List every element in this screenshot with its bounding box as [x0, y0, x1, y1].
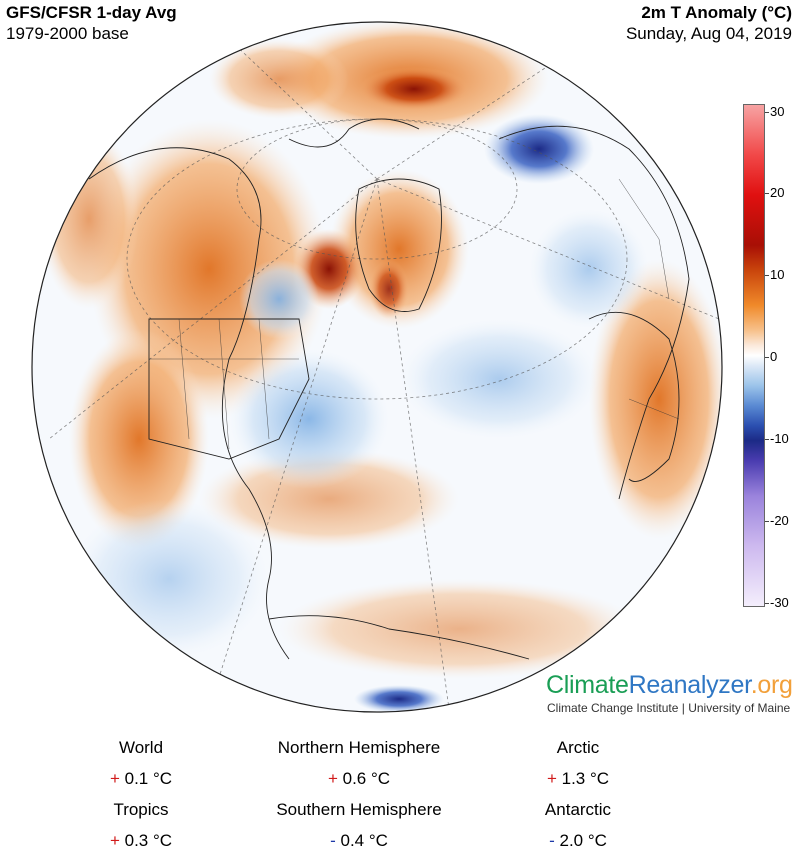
colorbar-tickmark: [765, 112, 769, 113]
colorbar-tick-label: 0: [770, 349, 778, 364]
stat-sign: +: [109, 769, 120, 788]
colorbar-tickmark: [765, 357, 769, 358]
colorbar-tick-label: -20: [770, 513, 789, 528]
stat-value-row: + 0.6 °C: [249, 769, 469, 789]
brand-part-org: .org: [750, 671, 793, 699]
colorbar-tick-label: 10: [770, 267, 785, 282]
stat-label: Northern Hemisphere: [277, 738, 441, 757]
stat-value: 0.1 °C: [124, 769, 173, 788]
stat-value: 0.6 °C: [342, 769, 391, 788]
stat-sign: +: [109, 831, 120, 850]
colorbar-tickmark: [765, 603, 769, 604]
stat-value: 1.3 °C: [561, 769, 610, 788]
stat-label: Tropics: [113, 800, 169, 819]
colorbar-tickmark: [765, 193, 769, 194]
stat-sign: +: [327, 769, 338, 788]
baseline-subtitle: 1979-2000 base: [6, 24, 129, 43]
stat-sign: +: [546, 769, 557, 788]
brand-logo[interactable]: ClimateReanalyzer.org: [546, 670, 793, 700]
stat-value: 0.3 °C: [124, 831, 173, 850]
stat-arctic: Arctic + 1.3 °C: [468, 738, 688, 789]
colorbar-tickmark: [765, 521, 769, 522]
stat-label: Arctic: [556, 738, 600, 757]
stat-value: 0.4 °C: [340, 831, 388, 850]
colorbar-tick-label: 20: [770, 185, 785, 200]
model-title: GFS/CFSR 1-day Avg: [6, 3, 177, 22]
variable-title: 2m T Anomaly (°C): [641, 3, 792, 22]
stat-tropics: Tropics + 0.3 °C: [31, 800, 251, 851]
stat-sign: -: [330, 831, 336, 850]
stat-value-row: - 2.0 °C: [468, 831, 688, 851]
colorbar-tick-label: -30: [770, 595, 789, 610]
borders: [149, 178, 680, 450]
date-subtitle: Sunday, Aug 04, 2019: [625, 24, 792, 43]
stat-northern-hemisphere: Northern Hemisphere + 0.6 °C: [249, 738, 469, 789]
colorbar-tickmark: [765, 275, 769, 276]
stat-label: Antarctic: [544, 800, 612, 819]
colorbar-tick-label: 30: [770, 104, 785, 119]
stat-sign: -: [549, 831, 555, 850]
stat-value-row: + 0.1 °C: [31, 769, 251, 789]
stat-value-row: + 1.3 °C: [468, 769, 688, 789]
stat-value: 2.0 °C: [559, 831, 607, 850]
colorbar-tickmark: [765, 439, 769, 440]
stat-southern-hemisphere: Southern Hemisphere - 0.4 °C: [249, 800, 469, 851]
anomaly-field: [32, 22, 722, 712]
brand-part-climate: Climate: [546, 671, 629, 699]
colorbar-tick-label: -10: [770, 431, 789, 446]
stat-value-row: + 0.3 °C: [31, 831, 251, 851]
stat-label: Southern Hemisphere: [276, 800, 442, 819]
stat-label: World: [118, 738, 164, 757]
stat-value-row: - 0.4 °C: [249, 831, 469, 851]
colorbar: [743, 104, 765, 607]
brand-subtitle: Climate Change Institute | University of…: [547, 701, 791, 715]
stat-world: World + 0.1 °C: [31, 738, 251, 789]
globe-map: [29, 19, 725, 715]
stat-antarctic: Antarctic - 2.0 °C: [468, 800, 688, 851]
coastlines: [88, 118, 690, 660]
brand-part-reanalyzer: Reanalyzer: [628, 671, 751, 699]
